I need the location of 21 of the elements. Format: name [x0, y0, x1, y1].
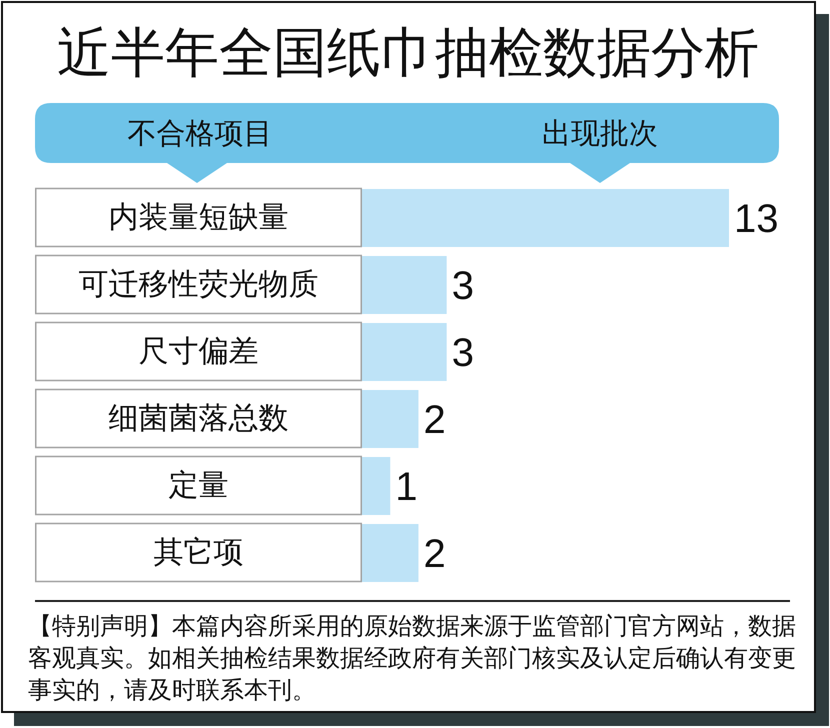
data-label: 13: [734, 197, 778, 242]
y-axis-title: 不合格项目: [126, 115, 274, 152]
bar: [362, 256, 447, 314]
x-axis-title: 出现批次: [541, 115, 659, 152]
bar: [362, 390, 418, 448]
bar: [362, 524, 418, 582]
bar: [362, 457, 390, 515]
y-tick-label: 尺寸偏差: [138, 334, 258, 369]
data-label: 2: [423, 398, 446, 442]
data-label: 3: [452, 264, 474, 308]
data-label: 2: [423, 532, 446, 576]
y-tick-label: 可迁移性荧光物质: [78, 267, 318, 302]
data-label: 3: [452, 331, 474, 376]
y-tick-label: 细菌菌落总数: [108, 401, 288, 436]
data-label: 1: [395, 465, 418, 510]
y-tick-label: 其它项: [154, 535, 244, 570]
bar: [362, 323, 447, 381]
text: 【特别声明】本篇内容所采用的原始数据来源于监管部门官方网站，数据客观真实。如相关抽检结果数据经政府有关部门核实及认定后确认有变更事实的，请及时联系本刊。: [28, 611, 797, 706]
y-tick-label: 定量: [168, 468, 228, 503]
chart-title: 近半年全国纸巾抽检数据分析: [56, 20, 760, 86]
y-tick-label: 内装量短缺量: [108, 200, 288, 235]
